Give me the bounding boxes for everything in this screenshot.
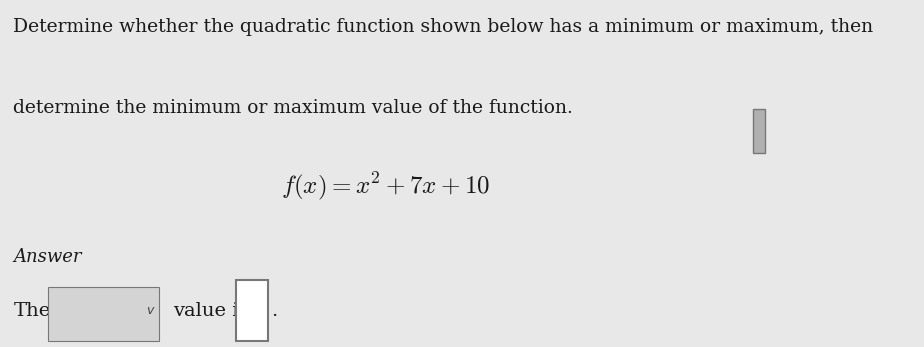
Text: Answer: Answer	[13, 248, 82, 266]
FancyBboxPatch shape	[237, 280, 268, 341]
Text: The: The	[13, 302, 51, 320]
FancyBboxPatch shape	[48, 287, 159, 341]
Text: determine the minimum or maximum value of the function.: determine the minimum or maximum value o…	[13, 99, 573, 117]
Text: .: .	[272, 302, 277, 320]
Text: v: v	[146, 304, 153, 317]
Text: $f(x) = x^2 + 7x + 10$: $f(x) = x^2 + 7x + 10$	[281, 170, 491, 202]
Text: Determine whether the quadratic function shown below has a minimum or maximum, t: Determine whether the quadratic function…	[13, 18, 873, 36]
Text: value is: value is	[173, 302, 249, 320]
FancyBboxPatch shape	[753, 109, 765, 153]
